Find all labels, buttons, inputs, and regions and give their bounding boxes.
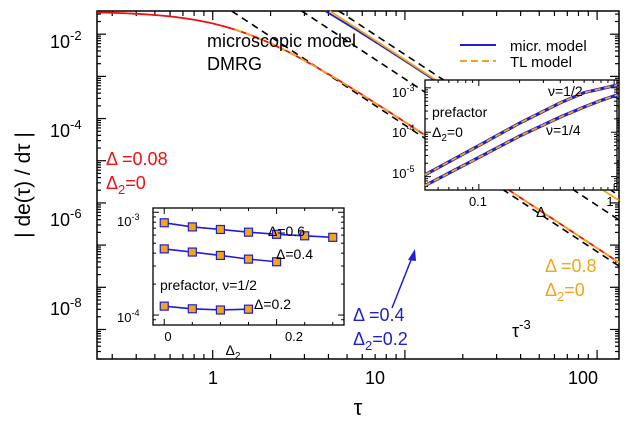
label-blue-delta: Δ =0.4 (353, 305, 405, 325)
inset-bottom-x-axis-label: Δ2 (226, 342, 241, 362)
inset-top-y-tick-label-1e-5: 10-5 (392, 164, 414, 181)
blue-annotation-arrow (391, 254, 414, 309)
inset-bottom-marker (159, 218, 169, 228)
inset-top-y-tick-label-1e-4: 10-4 (392, 123, 414, 140)
label-power-law: τ-3 (512, 317, 531, 341)
inset-top-frame (424, 79, 618, 191)
inset-bottom-label-delta-0-6: Δ=0.6 (268, 223, 305, 239)
inset-top-y-tick-label-1e-3: 10-3 (392, 83, 414, 100)
label-blue-delta2: Δ2=0.2 (353, 329, 408, 353)
inset-bottom-marker (159, 301, 169, 311)
inset-bottom-label-delta-0-4: Δ=0.4 (276, 246, 313, 262)
label-red-delta: Δ =0.08 (106, 149, 168, 169)
inset-bottom-marker (243, 304, 254, 314)
inset-top-x-tick-label-0-1: 0.1 (469, 194, 487, 209)
inset-bottom-marker (187, 222, 197, 232)
legend-label-tl-model: TL model (510, 54, 572, 71)
inset-bottom-marker (271, 257, 282, 267)
title-dmrg: DMRG (207, 54, 262, 74)
inset-bottom-label-delta-0-2: Δ=0.2 (254, 296, 291, 312)
inset-bottom-axis-ticks (153, 208, 344, 326)
inset-top-nu-half-label: ν=1/2 (548, 83, 583, 99)
inset-top-axis-ticks (424, 80, 617, 190)
y-tick-label-1e-8: 10-8 (50, 295, 82, 319)
inset-bottom-marker (243, 227, 254, 237)
inset-top-prefactor-label: prefactor (432, 104, 488, 120)
inset-bottom-y-tick-label-1e-4: 10-4 (117, 308, 139, 325)
inset-top-plot: 10-3 10-4 10-5 0.1 1 Δ prefactor Δ2=0 ν=… (392, 79, 618, 221)
inset-top-nu-quarter-label: ν=1/4 (546, 122, 581, 138)
main-plot-frame (96, 10, 620, 360)
inset-top-delta2-label: Δ2=0 (432, 124, 463, 144)
inset-bottom-x-tick-label-0-2: 0.2 (285, 329, 303, 344)
title-microscopic-model: microscopic model (207, 31, 356, 51)
y-tick-label-1e-4: 10-4 (50, 117, 82, 141)
y-tick-label-1e-2: 10-2 (50, 28, 82, 52)
inset-bottom-marker (328, 232, 338, 242)
y-axis-label: | de(τ) / dτ | (12, 132, 35, 238)
inset-bottom-marker (215, 224, 226, 235)
inset-top-series-line-4 (424, 94, 618, 187)
inset-bottom-marker (300, 231, 310, 241)
inset-top-x-axis-label: Δ (536, 204, 546, 221)
label-orange-delta: Δ =0.8 (545, 256, 597, 276)
inset-bottom-y-tick-label-1e-3: 10-3 (117, 212, 139, 229)
x-tick-label-10: 10 (365, 368, 385, 388)
inset-top-series-line-2 (424, 84, 618, 176)
legend-label-micr-model: micr. model (510, 38, 587, 55)
inset-bottom-marker (187, 304, 197, 314)
inset-bottom-curves (159, 218, 338, 315)
x-tick-label-100: 100 (568, 368, 598, 388)
inset-top-curves (424, 83, 618, 187)
inset-bottom-marker (243, 254, 254, 264)
inset-bottom-marker (271, 229, 282, 239)
x-axis-label: τ (354, 395, 363, 420)
inset-bottom-marker (187, 247, 197, 257)
blue-annotation-arrowhead (408, 249, 416, 261)
inset-bottom-marker (215, 305, 226, 315)
inset-bottom-series-line-3 (164, 305, 249, 311)
inset-bottom-label-prefactor: prefactor, ν=1/2 (160, 277, 257, 293)
inset-top-x-tick-label-1: 1 (606, 194, 613, 209)
inset-bottom-marker (159, 244, 169, 254)
label-orange-delta2: Δ2=0 (545, 280, 585, 304)
x-tick-label-1: 1 (208, 368, 218, 388)
inset-bottom-plot: 10-3 10-4 0 0.2 Δ2 Δ=0.6 Δ=0.4 prefactor… (117, 207, 345, 362)
inset-bottom-marker (215, 250, 226, 261)
y-tick-label-1e-6: 10-6 (50, 206, 82, 230)
inset-bottom-x-tick-label-0: 0 (164, 329, 171, 344)
label-red-delta2: Δ2=0 (106, 173, 146, 197)
